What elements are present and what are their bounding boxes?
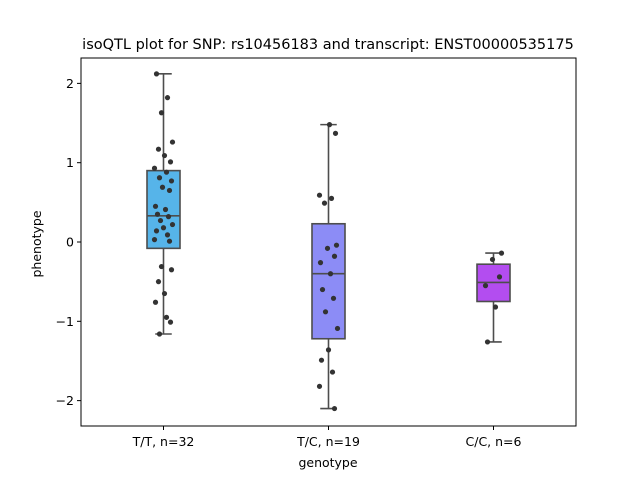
data-point [166,187,173,194]
data-point [167,159,174,165]
data-point [157,217,164,224]
data-point [163,169,170,175]
data-point [163,314,170,320]
data-point [168,267,175,273]
y-tick-label: 1 [66,155,74,170]
y-tick-label: −1 [56,314,74,329]
data-point [155,279,162,285]
y-tick-label: 0 [66,235,74,250]
box-iqr [311,222,346,340]
chart-title: isoQTL plot for SNP: rs10456183 and tran… [82,37,574,53]
data-point [164,232,171,238]
data-point [328,195,335,201]
y-axis-label: phenotype [29,210,44,277]
data-point [318,357,325,363]
data-point [331,405,338,412]
data-point [164,95,171,101]
x-tick-label: T/T, n=32 [132,434,195,449]
x-tick-label: T/C, n=19 [296,434,360,449]
data-point [162,206,169,213]
data-point [151,165,158,171]
data-point [492,304,499,310]
data-point [322,309,329,315]
data-point [329,369,336,375]
data-point [327,271,334,277]
data-point [154,211,161,217]
data-point [156,175,163,181]
data-point [326,122,333,128]
data-point [155,146,162,152]
data-point [158,110,165,116]
data-point [169,221,176,228]
data-point [159,184,166,190]
data-point [151,237,158,243]
data-point [319,286,326,293]
data-point [489,256,496,263]
data-point [165,214,172,220]
x-axis-label: genotype [298,455,357,470]
data-point [484,339,491,345]
data-point [482,283,489,289]
data-point [166,238,173,244]
data-point [160,225,167,231]
data-point [317,260,324,266]
data-point [324,245,331,251]
data-point [321,200,328,206]
data-point [168,178,175,184]
data-point [153,228,160,234]
data-point [325,347,332,353]
data-point [152,299,159,305]
data-point [330,295,337,301]
data-point [331,253,338,259]
data-point [316,383,323,389]
data-point [152,203,159,209]
axes: 2 1 0 −1 −2 T/T, n=32 T/C, n=19 C/C, n=6 [56,76,522,449]
data-point [156,331,163,337]
data-point [158,263,165,270]
data-point [316,192,323,198]
data-point [169,139,176,145]
data-point [167,319,174,325]
data-point [333,242,340,248]
data-point [161,152,168,159]
y-tick-label: 2 [66,76,74,91]
data-point [332,130,339,136]
y-tick-label: −2 [56,393,74,408]
data-point [496,274,503,280]
x-tick-label: C/C, n=6 [466,434,522,449]
data-point [498,250,505,256]
data-point [334,325,341,332]
data-point [161,290,168,297]
chart-marks [146,71,511,412]
data-point [153,71,160,77]
